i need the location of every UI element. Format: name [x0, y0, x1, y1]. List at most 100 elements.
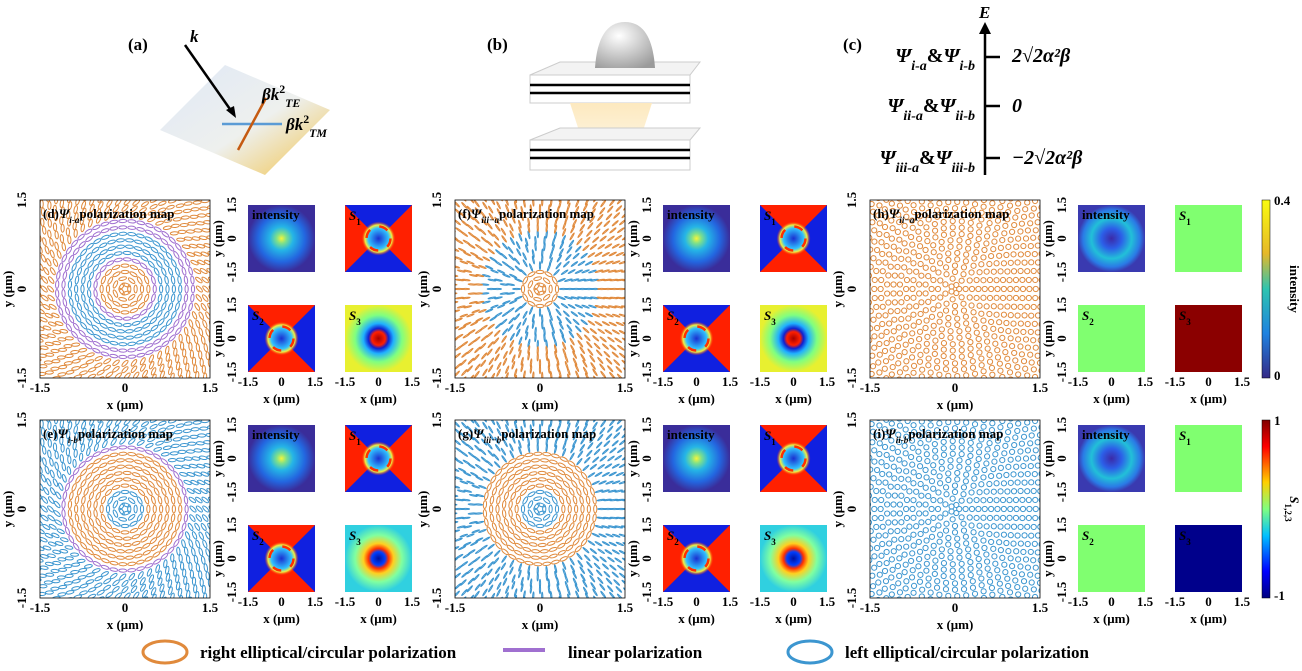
pol-ellipse — [463, 471, 472, 477]
pol-ellipse — [582, 487, 589, 496]
pol-ellipse — [97, 421, 104, 430]
pol-ellipse — [177, 293, 182, 303]
pol-ellipse — [936, 318, 943, 325]
pol-ellipse — [474, 566, 482, 574]
pol-ellipse — [582, 586, 588, 595]
pol-ellipse — [551, 513, 558, 522]
pol-ellipse — [522, 459, 531, 465]
pol-ellipse — [576, 487, 582, 496]
map-bg — [1175, 525, 1242, 592]
pol-ellipse — [976, 342, 983, 349]
colorbar-tick: 1 — [1274, 413, 1281, 428]
pol-ellipse — [175, 581, 181, 591]
pol-ellipse — [553, 337, 558, 347]
pol-ellipse — [91, 324, 100, 332]
pol-ellipse — [910, 260, 917, 267]
pol-ellipse — [888, 235, 895, 242]
pol-ellipse — [490, 372, 496, 378]
pol-ellipse — [85, 252, 93, 260]
pol-ellipse — [198, 235, 208, 241]
pol-ellipse — [902, 585, 909, 592]
pol-ellipse — [455, 485, 461, 489]
pol-ellipse — [188, 302, 193, 312]
pol-ellipse — [173, 319, 180, 327]
pol-ellipse — [527, 217, 531, 227]
pol-ellipse — [580, 471, 588, 480]
pol-ellipse — [40, 557, 44, 563]
pol-ellipse — [64, 545, 74, 550]
pol-ellipse — [1027, 328, 1034, 336]
pol-ellipse — [579, 223, 586, 232]
pol-ellipse — [973, 329, 980, 336]
pol-ellipse — [1007, 312, 1014, 319]
pol-ellipse — [481, 375, 487, 378]
pol-ellipse — [73, 228, 78, 238]
pol-ellipse — [988, 426, 996, 434]
pol-ellipse — [582, 203, 588, 212]
x-tick-label: -1.5 — [30, 600, 51, 615]
pol-ellipse — [963, 540, 970, 547]
text-part: -1 — [1274, 588, 1285, 603]
pol-ellipse — [123, 372, 131, 378]
pol-ellipse — [956, 554, 963, 561]
pol-ellipse — [532, 420, 535, 427]
pol-ellipse — [486, 442, 493, 450]
pol-ellipse — [455, 309, 461, 313]
pol-ellipse — [564, 473, 573, 481]
pol-ellipse — [901, 240, 908, 247]
pol-ellipse — [122, 316, 132, 321]
pol-ellipse — [993, 531, 1000, 538]
pol-ellipse — [507, 526, 514, 535]
pol-ellipse — [455, 546, 460, 551]
pol-ellipse — [870, 483, 874, 490]
pol-ellipse — [150, 495, 156, 505]
pol-ellipse — [174, 302, 180, 311]
x-axis-label: x (μm) — [360, 611, 397, 626]
pol-ellipse — [565, 544, 574, 552]
pol-ellipse — [522, 317, 527, 326]
pol-ellipse — [498, 487, 504, 496]
text-part: 1.5 — [307, 374, 324, 389]
pol-ellipse — [121, 211, 129, 219]
pol-ellipse — [922, 264, 929, 271]
pol-ellipse — [956, 243, 963, 250]
pol-ellipse — [591, 532, 600, 538]
pol-ellipse — [187, 376, 193, 378]
pol-ellipse — [973, 496, 980, 504]
pol-ellipse — [1012, 214, 1019, 221]
pol-ellipse — [198, 311, 204, 320]
pol-ellipse — [937, 531, 944, 538]
pol-ellipse — [568, 239, 575, 248]
pol-ellipse — [960, 579, 968, 586]
pol-ellipse — [545, 436, 549, 446]
pol-ellipse — [917, 571, 924, 578]
text-part: Ψ — [885, 426, 897, 441]
pol-ellipse — [491, 487, 498, 496]
pol-ellipse — [578, 479, 585, 488]
pol-ellipse — [470, 252, 479, 257]
pol-ellipse — [79, 436, 85, 446]
pol-ellipse — [155, 564, 161, 573]
pol-ellipse — [884, 501, 891, 508]
pol-ellipse — [518, 349, 522, 359]
pol-ellipse — [1013, 548, 1020, 555]
pol-ellipse — [47, 321, 57, 327]
pol-ellipse — [468, 493, 478, 497]
pol-ellipse — [502, 357, 508, 366]
pol-ellipse — [198, 327, 204, 337]
pol-ellipse — [1015, 235, 1022, 242]
pol-ellipse — [945, 256, 952, 264]
pol-ellipse — [965, 245, 972, 252]
pol-ellipse — [958, 231, 965, 238]
pol-ellipse — [978, 355, 985, 362]
pol-ellipse — [515, 495, 522, 505]
pol-ellipse — [40, 577, 42, 582]
pol-ellipse — [609, 344, 617, 351]
pol-ellipse — [109, 219, 119, 225]
pol-ellipse — [536, 282, 546, 288]
pol-ellipse — [195, 505, 203, 513]
pol-ellipse — [922, 501, 929, 508]
pol-ellipse — [42, 325, 52, 331]
pol-ellipse — [954, 256, 961, 263]
pol-ellipse — [894, 562, 902, 570]
